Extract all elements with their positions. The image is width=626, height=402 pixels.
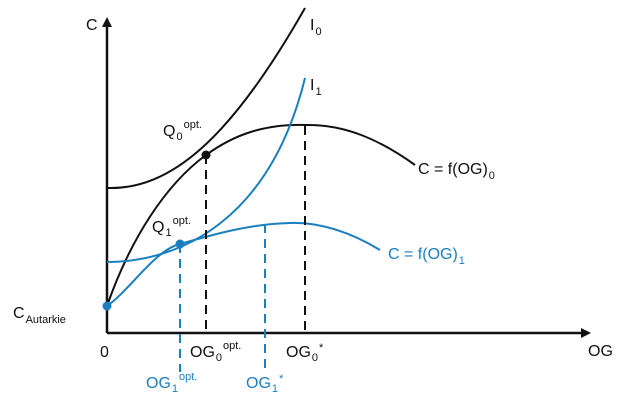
y-axis-label: C: [86, 17, 98, 34]
og1-opt-label: OG1opt.: [146, 371, 197, 395]
q1-opt-point: [175, 239, 185, 249]
i0-label: I0: [310, 17, 322, 38]
x-axis-label: OG: [588, 343, 613, 360]
f1-label: C = f(OG)1: [388, 246, 465, 267]
indifference-curve-i0: [106, 7, 306, 190]
production-curve-f1: [106, 221, 381, 307]
q1-opt-label: Q1opt.: [152, 215, 191, 239]
og1-star-label: OG1*: [246, 373, 284, 395]
production-curve-f0: [106, 123, 416, 307]
i1-label: I1: [310, 77, 322, 98]
indifference-curve-i1: [106, 77, 306, 263]
q0-opt-point: [201, 150, 211, 160]
c-autarkie-label: CAutarkie: [13, 305, 66, 326]
og0-star-label: OG0*: [286, 342, 324, 364]
autarkie-point: [102, 301, 112, 311]
og0-opt-label: OG0opt.: [190, 340, 241, 364]
q0-opt-label: Q0opt.: [163, 119, 202, 143]
origin-label: 0: [100, 344, 109, 361]
f0-label: C = f(OG)0: [418, 161, 495, 182]
